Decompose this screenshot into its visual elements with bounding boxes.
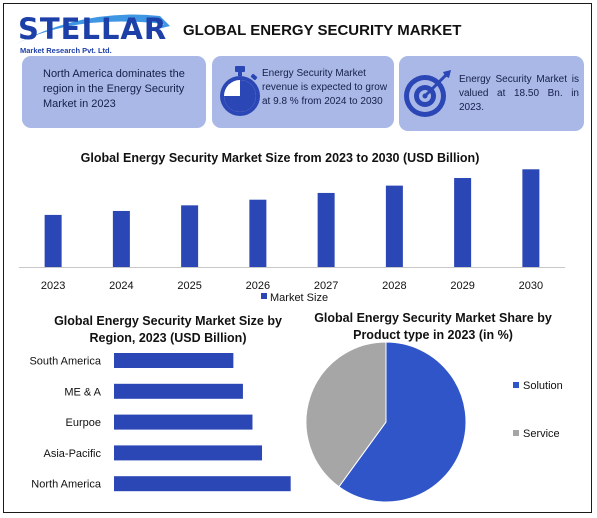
x-tick-label: 2025 [177, 280, 201, 292]
info-box-growth: Energy Security Market revenue is expect… [212, 56, 394, 128]
y-tick-label: ME & A [64, 386, 101, 398]
legend-label: Service [523, 428, 560, 440]
info-box-region: North America dominates the region in th… [22, 56, 206, 128]
y-tick-label: Asia-Pacific [44, 448, 102, 460]
pie-chart-title: Global Energy Security Market Share by P… [314, 311, 552, 342]
y-tick-label: South America [29, 356, 101, 368]
logo-wordmark: STELLAR [18, 12, 168, 46]
stopwatch-icon [220, 66, 260, 116]
brand-logo: STELLAR Market Research Pvt. Ltd. [14, 10, 170, 56]
page-title: GLOBAL ENERGY SECURITY MARKET [183, 22, 462, 39]
region-chart-title: Global Energy Security Market Size by Re… [54, 314, 282, 345]
info-box-text: North America dominates the region in th… [43, 68, 185, 110]
bar [44, 214, 62, 267]
hbar [114, 414, 253, 430]
legend-label: Solution [523, 380, 563, 392]
logo-tagline: Market Research Pvt. Ltd. [20, 46, 112, 55]
y-tick-label: North America [31, 479, 102, 491]
legend-swatch [513, 382, 519, 388]
hbar [114, 445, 263, 461]
bar-chart-title: Global Energy Security Market Size from … [80, 151, 480, 165]
bar [249, 199, 267, 267]
legend-swatch [261, 293, 267, 299]
legend-swatch [513, 430, 519, 436]
hbar [114, 476, 291, 492]
hbar [114, 353, 234, 368]
info-box-text: Energy Security Market is valued at 18.5… [459, 74, 579, 113]
bar [112, 210, 130, 267]
x-tick-label: 2024 [109, 280, 133, 292]
bar [181, 205, 199, 267]
pie-slice [338, 341, 467, 503]
target-icon [404, 70, 451, 117]
bar [385, 185, 403, 267]
hbar [114, 383, 243, 399]
bar [522, 169, 540, 267]
pie-slice [305, 341, 387, 488]
info-box-text: Energy Security Market revenue is expect… [262, 68, 388, 107]
info-box-valuation: Energy Security Market is valued at 18.5… [399, 56, 584, 131]
x-tick-label: 2026 [246, 280, 270, 292]
legend-label: Market Size [270, 292, 328, 304]
bar [454, 178, 472, 267]
bar [317, 192, 335, 267]
logo-swoosh-icon [16, 14, 170, 44]
x-tick-label: 2030 [519, 280, 543, 292]
x-tick-label: 2028 [382, 280, 406, 292]
x-tick-label: 2029 [450, 280, 474, 292]
x-tick-label: 2027 [314, 280, 338, 292]
x-tick-label: 2023 [41, 280, 65, 292]
y-tick-label: Eurpoe [66, 417, 101, 429]
